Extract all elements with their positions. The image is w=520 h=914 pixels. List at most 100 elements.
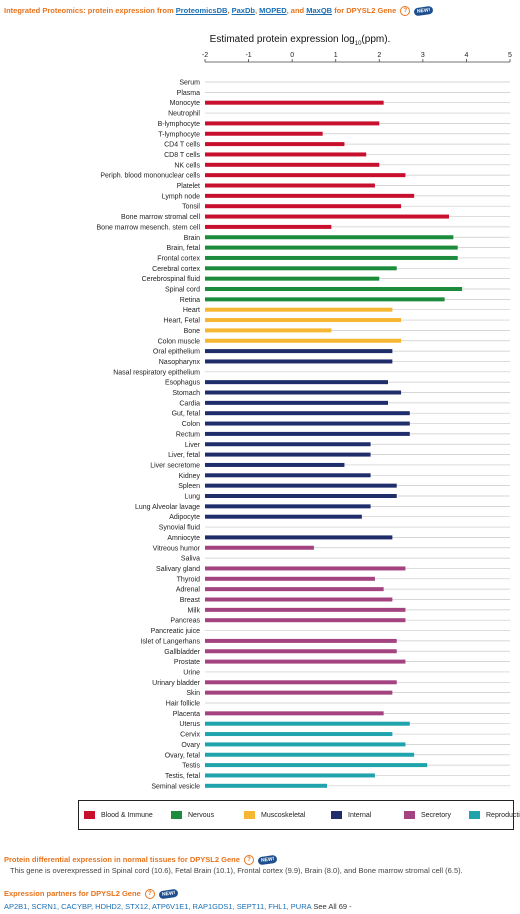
bar: [205, 618, 406, 623]
bar: [205, 245, 458, 250]
category-label: Uterus: [179, 721, 200, 728]
bar: [205, 142, 345, 147]
link-proteomicsdb[interactable]: ProteomicsDB: [175, 6, 228, 15]
category-label: Esophagus: [165, 380, 201, 387]
bar: [205, 649, 397, 654]
category-label: Testis, fetal: [165, 773, 200, 780]
legend-swatch: [469, 811, 480, 819]
category-label: Salivary gland: [156, 566, 200, 573]
bar: [205, 193, 415, 198]
partners-genes[interactable]: AP2B1, SCRN1, CACYBP, HDHD2, STX12, ATP6…: [4, 902, 312, 911]
category-label: Adrenal: [176, 587, 201, 594]
chart-title: Estimated protein expression log10(ppm).: [210, 34, 391, 47]
legend-item: Reproductive: [469, 811, 520, 819]
bar: [205, 276, 380, 281]
differential-header: Protein differential expression in norma…: [4, 854, 278, 866]
category-label: Colon muscle: [158, 338, 201, 345]
bar: [205, 338, 402, 343]
category-label: T-lymphocyte: [158, 131, 200, 138]
legend-label: Internal: [348, 811, 372, 819]
bar: [205, 773, 375, 778]
bar: [205, 214, 449, 219]
legend-swatch: [244, 811, 255, 819]
category-label: Urinary bladder: [152, 680, 201, 687]
chart-title-unit: (ppm).: [361, 34, 390, 45]
category-label: NK cells: [174, 162, 200, 169]
legend-item: Internal: [331, 811, 371, 819]
legend-swatch: [331, 811, 342, 819]
x-tick-label: 4: [464, 52, 468, 59]
differential-text: This gene is overexpressed in Spinal cor…: [10, 866, 463, 875]
bar: [205, 763, 428, 768]
category-label: Lung: [184, 494, 200, 501]
bar: [205, 442, 371, 447]
category-label: Plasma: [177, 90, 200, 97]
partners-title: Expression partners for DPYSL2 Gene: [4, 889, 141, 898]
bar: [205, 287, 463, 291]
bar: [205, 473, 371, 478]
link-paxdb[interactable]: PaxDb: [231, 6, 255, 15]
category-label: B-lymphocyte: [158, 121, 201, 128]
new-badge: NEW!: [158, 888, 179, 900]
bar: [205, 204, 402, 209]
bar: [205, 411, 410, 416]
category-label: Periph. blood mononuclear cells: [100, 173, 200, 180]
category-label: Nasal respiratory epithelium: [113, 369, 200, 376]
bar: [205, 431, 410, 436]
chart-legend: Blood & Immune Nervous Muscoskeletal Intern…: [78, 800, 520, 830]
category-label: Liver: [185, 442, 201, 449]
help-icon[interactable]: ?: [400, 6, 411, 17]
category-label: Heart: [183, 307, 200, 314]
header-suffix: for DPYSL2 Gene: [334, 6, 397, 15]
category-label: Synovial fluid: [159, 525, 200, 532]
x-tick-label: -2: [202, 52, 208, 59]
bar: [205, 162, 380, 167]
bar: [205, 121, 380, 126]
help-icon[interactable]: ?: [244, 855, 254, 866]
category-label: Milk: [188, 607, 201, 614]
category-label: Cerebrospinal fluid: [142, 276, 200, 283]
bar: [205, 462, 345, 467]
link-moped[interactable]: MOPED: [259, 6, 287, 15]
category-label: Cardia: [179, 400, 200, 407]
category-label: Colon: [182, 421, 200, 428]
category-label: Rectum: [176, 431, 200, 438]
see-all-link[interactable]: See All 69 -: [313, 902, 352, 911]
sep: ,: [227, 6, 230, 15]
expression-chart: Estimated protein expression log10(ppm).…: [97, 34, 513, 790]
category-label: Ovary: [181, 742, 200, 749]
sep: ,: [254, 6, 258, 15]
link-maxqb[interactable]: MaxQB: [306, 6, 333, 15]
category-label: Bone: [184, 328, 200, 335]
category-label: Vitreous humor: [153, 545, 201, 552]
bar: [205, 152, 367, 157]
category-label: Hair follicle: [166, 701, 200, 708]
bar: [205, 307, 393, 312]
x-tick-label: 0: [290, 52, 294, 59]
category-label: Ovary, fetal: [165, 752, 201, 759]
legend-item: Muscoskeletal: [244, 811, 305, 819]
category-label: Seminal vesicle: [151, 783, 200, 790]
bar: [205, 483, 397, 488]
bar: [205, 235, 454, 240]
legend-label: Nervous: [188, 811, 215, 819]
bar: [205, 638, 397, 643]
bar: [205, 100, 384, 105]
sep: , and: [286, 6, 305, 15]
category-label: Prostate: [174, 659, 200, 666]
category-label: Cerebral cortex: [152, 266, 200, 273]
help-icon[interactable]: ?: [144, 889, 155, 900]
category-label: Skin: [186, 690, 200, 697]
category-label: Neutrophil: [168, 111, 200, 118]
x-tick-label: 5: [508, 52, 512, 59]
category-label: Placenta: [173, 711, 200, 718]
legend-swatch: [84, 811, 95, 819]
category-label: Amniocyte: [167, 535, 200, 542]
category-label: Bone marrow stromal cell: [121, 214, 200, 221]
proteomics-header: Integrated Proteomics: protein expressio…: [4, 5, 435, 17]
bar: [205, 224, 332, 229]
bar: [205, 576, 375, 581]
bar: [205, 566, 406, 571]
legend-item: Blood & Immune: [84, 811, 153, 819]
bar: [205, 587, 384, 592]
